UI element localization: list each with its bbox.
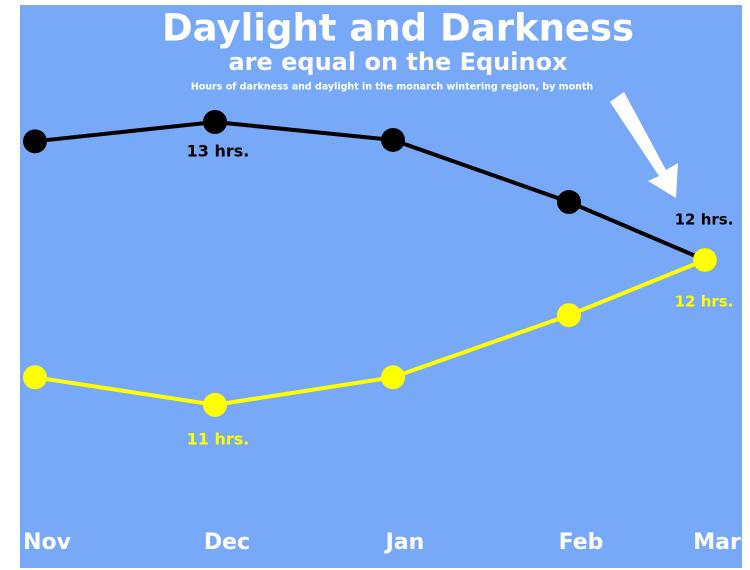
plot [23, 110, 717, 417]
arrow [610, 92, 678, 198]
data-point [557, 190, 581, 215]
x-tick-label: Nov [23, 530, 72, 555]
annotation: 12 hrs. [675, 293, 734, 311]
data-point [557, 303, 581, 328]
chart-note: Hours of darkness and daylight in the mo… [191, 82, 594, 93]
data-point [23, 129, 47, 154]
x-tick-label: Dec [204, 530, 250, 555]
data-point [693, 248, 717, 272]
annotation: 11 hrs. [187, 430, 250, 449]
x-tick-label: Feb [559, 530, 604, 555]
x-tick-label: Jan [384, 530, 425, 555]
data-point [23, 365, 47, 390]
chart-subtitle: are equal on the Equinox [228, 48, 568, 76]
data-point [203, 110, 227, 134]
annotation: 13 hrs. [187, 142, 250, 161]
data-point [203, 392, 227, 417]
annotation: 12 hrs. [675, 211, 734, 229]
data-point [381, 365, 405, 390]
data-point [381, 127, 405, 152]
x-tick-label: Mar [693, 530, 741, 555]
chart-title: Daylight and Darkness [162, 7, 634, 50]
